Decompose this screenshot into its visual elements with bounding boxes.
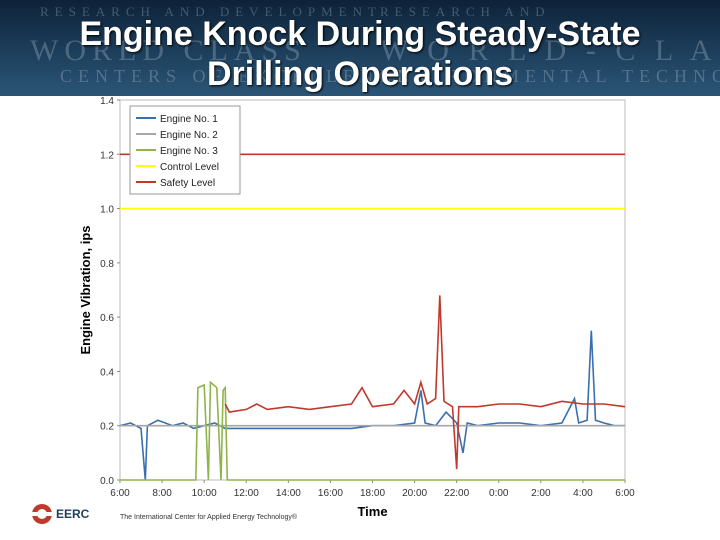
- y-tick-label: 0.0: [100, 476, 114, 487]
- banner-word: WORLD CLASS: [30, 34, 307, 67]
- banner-word: ENVIRONMENTAL TECHNOLOGIES: [380, 66, 720, 86]
- vibration-chart: 0.0 0.2 0.4 0.6 0.8 1.0 1.2 1.4 6:00 8:00 10:00 12:…: [78, 96, 635, 516]
- x-tick-label: 8:00: [152, 488, 172, 499]
- axis-ticks: 0.0 0.2 0.4 0.6 0.8 1.0 1.2 1.4 6:00 8:00 10:00 12:…: [100, 96, 635, 499]
- x-axis-label: Time: [357, 504, 387, 516]
- logo-text: EERC: [56, 507, 90, 521]
- x-tick-label: 0:00: [489, 488, 509, 499]
- legend-entry: Control Level: [160, 162, 219, 173]
- legend: Engine No. 1 Engine No. 2 Engine No. 3 Cont…: [129, 105, 241, 195]
- banner-word: W O R L D - C L A S S: [380, 34, 720, 67]
- x-tick-label: 22:00: [444, 488, 469, 499]
- legend-entry: Engine No. 2: [160, 130, 218, 141]
- y-tick-label: 1.4: [100, 96, 114, 107]
- slide-title-line2: Drilling Operations: [206, 55, 514, 93]
- eerc-logo: EERC: [32, 504, 90, 524]
- y-axis-label: Engine Vibration, ips: [78, 225, 93, 354]
- x-tick-label: 20:00: [402, 488, 427, 499]
- series-group: [119, 153, 626, 481]
- x-tick-label: 12:00: [234, 488, 259, 499]
- y-tick-label: 0.2: [100, 422, 114, 433]
- x-tick-label: 6:00: [110, 488, 130, 499]
- footer-tagline: The International Center for Applied Ene…: [120, 514, 298, 521]
- series-line: [224, 295, 626, 470]
- y-tick-label: 0.4: [100, 367, 114, 378]
- banner-word: CENTERS OF EXCELLENCE: [60, 66, 414, 86]
- slide-title: Engine Knock During Steady-State Drillin…: [0, 14, 720, 94]
- banner-word: RESEARCH AND DEVELOPMENT: [40, 4, 382, 19]
- legend-entry: Engine No. 3: [160, 146, 218, 157]
- x-tick-label: 4:00: [573, 488, 593, 499]
- y-tick-label: 1.2: [100, 150, 114, 161]
- series-line: [119, 330, 625, 481]
- y-tick-label: 1.0: [100, 205, 114, 216]
- header-banner: RESEARCH AND DEVELOPMENT WORLD CLASS CEN…: [0, 0, 720, 96]
- legend-entry: Safety Level: [160, 178, 215, 189]
- x-tick-label: 18:00: [360, 488, 385, 499]
- banner-word: RESEARCH AND: [380, 4, 551, 19]
- x-tick-label: 2:00: [531, 488, 551, 499]
- legend-entry: Engine No. 1: [160, 114, 218, 125]
- series-line: [120, 380, 625, 481]
- slide-title-line1: Engine Knock During Steady-State: [79, 15, 641, 53]
- y-tick-label: 0.6: [100, 313, 114, 324]
- x-tick-label: 6:00: [615, 488, 635, 499]
- x-tick-label: 14:00: [276, 488, 301, 499]
- x-tick-label: 16:00: [318, 488, 343, 499]
- x-tick-label: 10:00: [192, 488, 217, 499]
- y-tick-label: 0.8: [100, 259, 114, 270]
